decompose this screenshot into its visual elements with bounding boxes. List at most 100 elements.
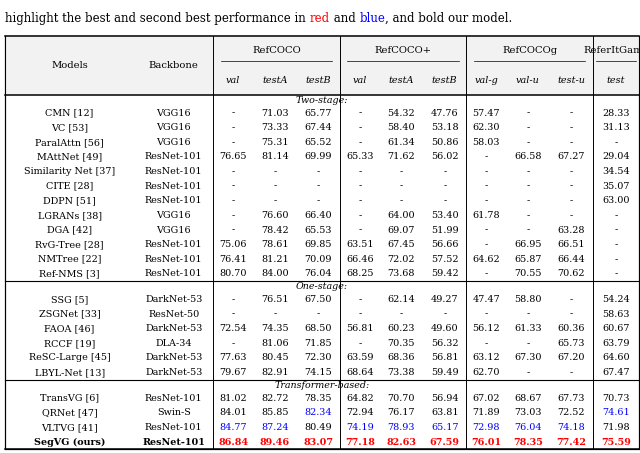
Text: testB: testB [432,76,458,85]
Text: 69.07: 69.07 [388,226,415,235]
Text: 56.81: 56.81 [431,353,458,362]
Text: -: - [232,295,235,304]
Text: 61.34: 61.34 [388,138,415,147]
Text: highlight the best and second best performance in: highlight the best and second best perfo… [5,12,310,25]
Text: -: - [484,152,488,161]
Text: 58.80: 58.80 [514,295,541,304]
Text: 50.86: 50.86 [431,138,458,147]
Text: 73.33: 73.33 [261,123,289,132]
Text: VGG16: VGG16 [156,226,191,235]
Text: -: - [484,196,488,205]
Text: 58.03: 58.03 [472,138,500,147]
Text: -: - [317,309,320,318]
Text: testB: testB [305,76,331,85]
Text: QRNet [47]: QRNet [47] [42,408,97,417]
Text: 72.30: 72.30 [305,353,332,362]
Text: TransVG [6]: TransVG [6] [40,394,99,403]
Text: 31.13: 31.13 [602,123,630,132]
Text: DarkNet-53: DarkNet-53 [145,368,202,377]
Text: -: - [358,211,362,220]
Text: 83.07: 83.07 [303,438,333,447]
Text: 80.49: 80.49 [305,423,332,432]
Text: -: - [570,295,573,304]
Text: 74.15: 74.15 [304,368,332,377]
Text: -: - [273,182,276,191]
Text: -: - [526,368,530,377]
Text: LBYL-Net [13]: LBYL-Net [13] [35,368,105,377]
Text: -: - [526,109,530,117]
Text: -: - [614,240,618,249]
Text: 56.02: 56.02 [431,152,458,161]
Text: VLTVG [41]: VLTVG [41] [41,423,98,432]
Text: ResNet-101: ResNet-101 [145,255,202,264]
Text: LGRANs [38]: LGRANs [38] [38,211,102,220]
Text: ResNet-101: ResNet-101 [145,196,202,205]
Text: RvG-Tree [28]: RvG-Tree [28] [35,240,104,249]
Text: 54.24: 54.24 [602,295,630,304]
Text: 76.60: 76.60 [261,211,289,220]
Text: 71.98: 71.98 [602,423,630,432]
Text: 58.63: 58.63 [602,309,630,318]
Text: 68.50: 68.50 [305,324,332,333]
Text: 65.77: 65.77 [305,109,332,117]
Text: -: - [232,226,235,235]
Text: 81.21: 81.21 [261,255,289,264]
Text: VGG16: VGG16 [156,109,191,117]
Text: -: - [358,226,362,235]
Text: -: - [232,138,235,147]
Text: val-g: val-g [474,76,498,85]
Text: 68.36: 68.36 [388,353,415,362]
Text: -: - [484,167,488,176]
Text: test: test [607,76,625,85]
Text: 76.41: 76.41 [220,255,247,264]
Text: -: - [570,211,573,220]
Text: 71.85: 71.85 [305,339,332,348]
Text: RefCOCO+: RefCOCO+ [374,46,431,55]
Text: 66.40: 66.40 [305,211,332,220]
Text: 70.70: 70.70 [388,394,415,403]
Text: 78.93: 78.93 [388,423,415,432]
Text: blue: blue [359,12,385,25]
Text: 61.33: 61.33 [514,324,542,333]
Text: ParalAttn [56]: ParalAttn [56] [35,138,104,147]
Text: -: - [526,309,530,318]
Text: CMN [12]: CMN [12] [45,109,94,117]
Text: val: val [353,76,367,85]
Text: -: - [358,196,362,205]
Text: 72.98: 72.98 [472,423,500,432]
Text: 66.58: 66.58 [514,152,541,161]
Text: -: - [443,309,446,318]
Text: DarkNet-53: DarkNet-53 [145,353,202,362]
Text: 75.59: 75.59 [601,438,631,447]
Text: 76.51: 76.51 [261,295,289,304]
Text: -: - [614,226,618,235]
Text: ResNet-101: ResNet-101 [145,270,202,279]
Text: -: - [570,182,573,191]
Text: ReSC-Large [45]: ReSC-Large [45] [29,353,111,362]
Text: -: - [273,309,276,318]
Text: 64.82: 64.82 [346,394,374,403]
Text: -: - [358,138,362,147]
Text: testA: testA [388,76,414,85]
Text: VGG16: VGG16 [156,211,191,220]
Text: 56.66: 56.66 [431,240,458,249]
Text: -: - [358,123,362,132]
Text: 62.30: 62.30 [472,123,500,132]
Text: 62.14: 62.14 [388,295,415,304]
Text: 66.46: 66.46 [346,255,374,264]
Text: -: - [614,138,618,147]
Text: 72.54: 72.54 [220,324,247,333]
Text: -: - [400,196,403,205]
Text: 65.33: 65.33 [346,152,374,161]
Text: -: - [232,196,235,205]
Text: 76.65: 76.65 [220,152,247,161]
Text: Transformer-based:: Transformer-based: [275,381,369,390]
Text: 56.94: 56.94 [431,394,458,403]
Text: CITE [28]: CITE [28] [46,182,93,191]
Text: 64.00: 64.00 [388,211,415,220]
Text: -: - [358,295,362,304]
Text: 72.52: 72.52 [557,408,585,417]
Text: DarkNet-53: DarkNet-53 [145,324,202,333]
Text: -: - [317,182,320,191]
Text: DLA-34: DLA-34 [156,339,192,348]
